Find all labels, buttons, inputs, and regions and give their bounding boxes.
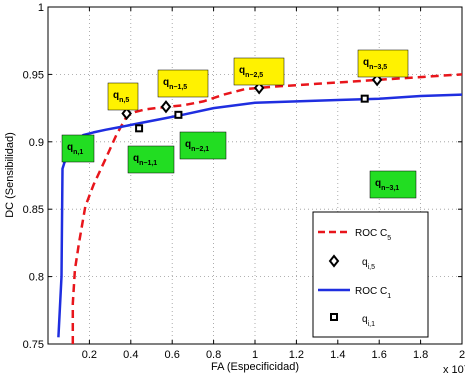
annotation-box: qn−1,1 bbox=[127, 145, 175, 174]
x-multiplier-exponent: -4 bbox=[464, 361, 465, 370]
legend: ROC C5 qi,5 ROC C1 qi,1 bbox=[312, 211, 429, 338]
legend-label-roc-c5: ROC C5 bbox=[355, 228, 391, 242]
legend-label-q1: qi,1 bbox=[362, 314, 375, 328]
y-axis-label: DC (Sensibilidad) bbox=[4, 132, 16, 218]
y-axis: 0.75 0.8 0.85 0.9 0.95 1 bbox=[23, 2, 462, 351]
annotation-box: qn−1,5 bbox=[157, 69, 209, 98]
marker-q5 bbox=[371, 73, 383, 87]
legend-label-roc-c1: ROC C1 bbox=[355, 286, 391, 300]
marker-q1 bbox=[360, 94, 369, 103]
x-tick-label: 0.2 bbox=[82, 349, 97, 361]
series-line-0 bbox=[71, 73, 463, 344]
x-axis: 0.2 0.4 0.6 0.8 1 1.2 1.4 1.6 1.8 2 bbox=[82, 7, 465, 361]
x-tick-label: 1.8 bbox=[413, 349, 428, 361]
marker-q1 bbox=[135, 124, 144, 133]
annotation-box: qn,1 bbox=[61, 134, 95, 163]
annotation-label: qn−2,5 bbox=[239, 65, 263, 79]
annotation-background bbox=[157, 69, 209, 98]
annotation-label: qn−1,5 bbox=[163, 77, 187, 91]
annotation-box: qn−2,1 bbox=[179, 131, 227, 160]
x-tick-label: 0.6 bbox=[165, 349, 180, 361]
y-tick-label: 0.9 bbox=[29, 137, 44, 149]
annotations: qn,1 qn,5 qn−1,1 qn−1,5 qn−2,1 qn−2,5 qn−3,1 qn… bbox=[61, 49, 417, 199]
marker-q5 bbox=[160, 100, 172, 114]
annotation-background bbox=[179, 131, 227, 160]
annotation-background bbox=[357, 49, 409, 78]
annotation-box: qn,5 bbox=[107, 82, 139, 111]
y-tick-label: 1 bbox=[38, 2, 44, 14]
annotation-background bbox=[127, 145, 175, 174]
marker-q5 bbox=[121, 106, 132, 121]
legend-label-q5: qi,5 bbox=[362, 257, 375, 271]
annotation-background bbox=[369, 170, 417, 199]
x-axis-label: FA (Especificidad) bbox=[211, 361, 299, 373]
legend-marker-q1 bbox=[330, 313, 338, 321]
x-axis-multiplier: x 10-4 bbox=[443, 361, 465, 376]
annotation-background bbox=[61, 134, 95, 163]
x-multiplier-base: x 10 bbox=[443, 364, 464, 376]
x-tick-label: 2 bbox=[459, 349, 465, 361]
x-tick-label: 0.4 bbox=[123, 349, 138, 361]
y-tick-label: 0.85 bbox=[23, 204, 44, 216]
annotation-label: qn,5 bbox=[113, 90, 129, 104]
annotation-background bbox=[107, 82, 139, 111]
annotation-box: qn−3,5 bbox=[357, 49, 409, 78]
annotation-label: qn−3,5 bbox=[363, 57, 387, 71]
y-tick-label: 0.8 bbox=[29, 272, 44, 284]
legend-marker-q5 bbox=[328, 254, 340, 268]
x-tick-label: 1 bbox=[252, 349, 258, 361]
annotation-label: qn−2,1 bbox=[185, 139, 209, 153]
x-tick-label: 0.8 bbox=[206, 349, 221, 361]
x-tick-label: 1.6 bbox=[372, 349, 387, 361]
annotation-label: qn−1,1 bbox=[133, 153, 157, 167]
x-tick-label: 1.2 bbox=[289, 349, 304, 361]
x-tick-label: 1.4 bbox=[330, 349, 345, 361]
annotation-label: qn−3,1 bbox=[375, 178, 399, 192]
annotation-background bbox=[233, 57, 285, 86]
y-tick-label: 0.75 bbox=[23, 339, 44, 351]
annotation-box: qn−2,5 bbox=[233, 57, 285, 86]
y-tick-label: 0.95 bbox=[23, 69, 44, 81]
marker-q1 bbox=[174, 110, 183, 119]
marker-q5 bbox=[253, 81, 265, 95]
annotation-box: qn−3,1 bbox=[369, 170, 417, 199]
annotation-label: qn,1 bbox=[67, 142, 83, 156]
